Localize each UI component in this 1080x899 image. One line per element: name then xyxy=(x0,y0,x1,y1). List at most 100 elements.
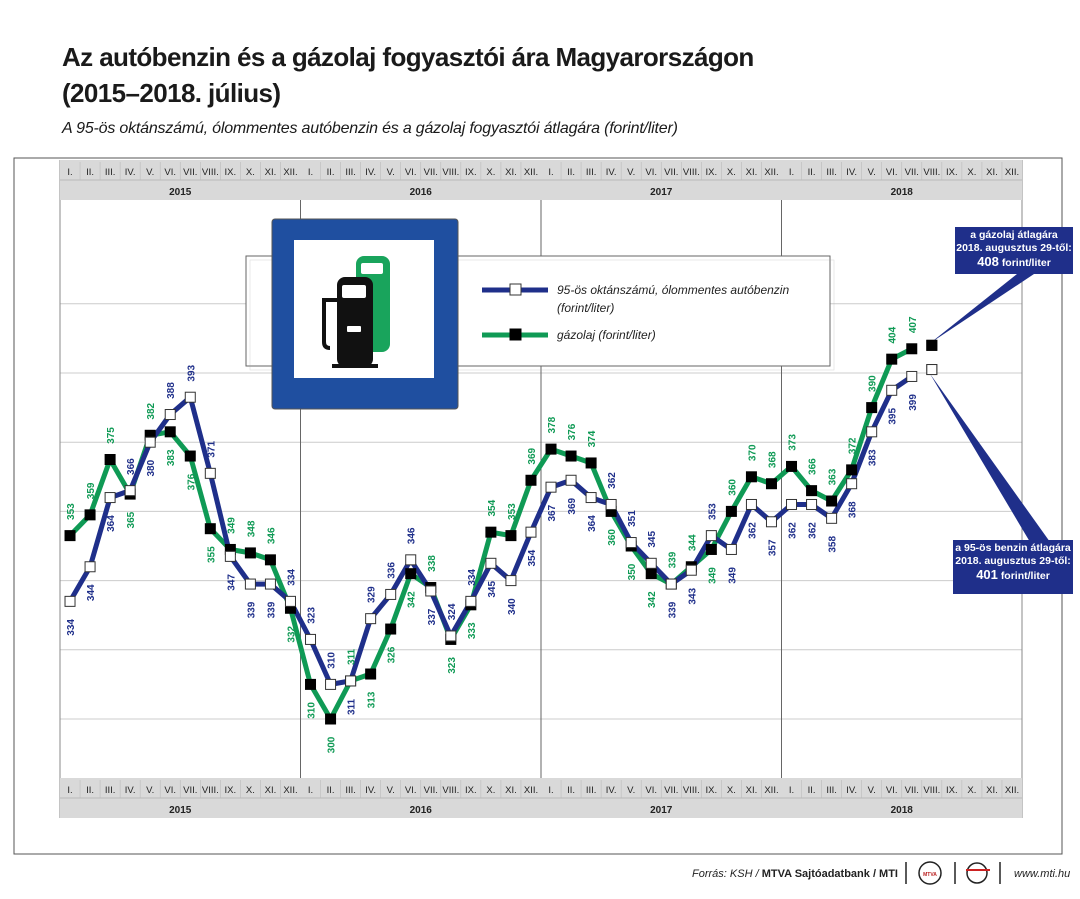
diesel-data-label: 382 xyxy=(146,403,157,420)
month-tick-label: III. xyxy=(586,785,597,796)
month-tick-label: XI. xyxy=(505,167,517,178)
year-label: 2018 xyxy=(891,805,914,816)
petrol-data-label: 371 xyxy=(206,441,217,458)
month-tick-label: V. xyxy=(146,167,154,178)
petrol-point xyxy=(786,498,798,510)
diesel-point xyxy=(645,568,657,580)
month-tick-label: I. xyxy=(548,785,553,796)
petrol-data-label: 337 xyxy=(427,608,438,625)
legend-diesel-label: gázolaj (forint/liter) xyxy=(557,328,656,342)
month-tick-label: IX. xyxy=(706,167,718,178)
diesel-data-label: 353 xyxy=(507,503,518,520)
petrol-data-label: 323 xyxy=(307,607,318,624)
mtva-logo-icon xyxy=(918,861,942,885)
black-pump-icon xyxy=(337,277,373,367)
diesel-data-label: 348 xyxy=(246,520,257,537)
chart-title-line2: (2015–2018. július) xyxy=(62,78,281,108)
month-tick-label: III. xyxy=(345,785,356,796)
month-tick-label: V. xyxy=(627,167,635,178)
diesel-data-label: 407 xyxy=(908,316,919,333)
petrol-data-label: 364 xyxy=(106,515,117,532)
diesel-data-label: 376 xyxy=(567,423,578,440)
month-tick-label: VII. xyxy=(905,167,919,178)
mti-logo-icon xyxy=(966,862,988,884)
diesel-data-label: 333 xyxy=(467,622,478,639)
diesel-point xyxy=(906,343,918,355)
month-tick-label: VIII. xyxy=(202,167,219,178)
year-label: 2016 xyxy=(410,805,433,816)
year-label: 2017 xyxy=(650,805,673,816)
month-tick-label: V. xyxy=(387,785,395,796)
petrol-point xyxy=(204,467,216,479)
website-url[interactable]: www.mti.hu xyxy=(1014,868,1071,880)
diesel-price-callout: a gázolaj átlagára 2018. augusztus 29-tő… xyxy=(955,227,1073,274)
month-tick-label: VII. xyxy=(905,785,919,796)
month-tick-label: II. xyxy=(567,785,575,796)
petrol-data-label: 329 xyxy=(367,586,378,603)
petrol-point xyxy=(405,554,417,566)
month-tick-label: VIII. xyxy=(683,785,700,796)
month-tick-label: XII. xyxy=(524,785,538,796)
diesel-data-label: 332 xyxy=(286,626,297,643)
petrol-point xyxy=(345,675,357,687)
diesel-data-label: 366 xyxy=(808,458,819,475)
month-tick-label: IX. xyxy=(465,785,477,796)
source-prefix: Forrás: KSH / xyxy=(692,868,762,880)
diesel-data-label: 353 xyxy=(66,503,77,520)
petrol-point xyxy=(745,498,757,510)
petrol-data-label: 353 xyxy=(707,503,718,520)
diesel-callout-pointer xyxy=(929,270,1040,344)
month-tick-label: X. xyxy=(967,167,976,178)
month-tick-label: XI. xyxy=(986,785,998,796)
diesel-point xyxy=(545,443,557,455)
month-tick-label: III. xyxy=(105,167,116,178)
month-tick-label: VI. xyxy=(645,785,657,796)
month-tick-label: XII. xyxy=(1005,785,1019,796)
diesel-data-label: 349 xyxy=(707,567,718,584)
diesel-data-label: 311 xyxy=(347,648,358,665)
diesel-callout-value: 408 xyxy=(977,254,999,269)
month-tick-label: IV. xyxy=(606,167,617,178)
month-tick-label: V. xyxy=(387,167,395,178)
month-tick-label: IV. xyxy=(846,785,857,796)
petrol-point xyxy=(365,613,377,625)
diesel-data-label: 359 xyxy=(86,482,97,499)
diesel-data-label: 375 xyxy=(106,427,117,444)
month-tick-label: II. xyxy=(86,785,94,796)
month-tick-label: IX. xyxy=(225,167,237,178)
pump-slot xyxy=(347,326,361,332)
month-tick-label: I. xyxy=(548,167,553,178)
month-tick-label: VII. xyxy=(183,785,197,796)
legend-diesel-marker xyxy=(509,328,522,341)
petrol-data-label: 383 xyxy=(868,449,879,466)
month-tick-label: XI. xyxy=(746,785,758,796)
petrol-point xyxy=(144,436,156,448)
source-credit: Forrás: KSH / MTVA Sajtóadatbank / MTI xyxy=(692,868,898,880)
mtva-logo-text: MTVA xyxy=(923,872,937,878)
petrol-data-label: 362 xyxy=(808,522,819,539)
petrol-data-label: 366 xyxy=(126,458,137,475)
petrol-point xyxy=(385,588,397,600)
petrol-point xyxy=(184,391,196,403)
petrol-point xyxy=(705,530,717,542)
petrol-point xyxy=(765,516,777,528)
diesel-point xyxy=(244,547,256,559)
petrol-data-label: 347 xyxy=(226,574,237,591)
petrol-point xyxy=(585,492,597,504)
month-tick-label: X. xyxy=(727,785,736,796)
petrol-point xyxy=(565,474,577,486)
petrol-data-label: 393 xyxy=(186,364,197,381)
month-tick-label: IV. xyxy=(606,785,617,796)
month-tick-label: I. xyxy=(789,167,794,178)
diesel-data-label: 346 xyxy=(266,527,277,544)
petrol-data-label: 336 xyxy=(387,562,398,579)
month-tick-label: VIII. xyxy=(442,785,459,796)
petrol-point xyxy=(806,498,818,510)
month-tick-label: IX. xyxy=(946,785,958,796)
diesel-data-label: 355 xyxy=(206,546,217,563)
petrol-callout-line2: 2018. augusztus 29-től: xyxy=(955,555,1071,567)
petrol-data-label: 399 xyxy=(908,394,919,411)
diesel-data-label: 326 xyxy=(387,646,398,663)
petrol-point-latest xyxy=(926,364,938,376)
